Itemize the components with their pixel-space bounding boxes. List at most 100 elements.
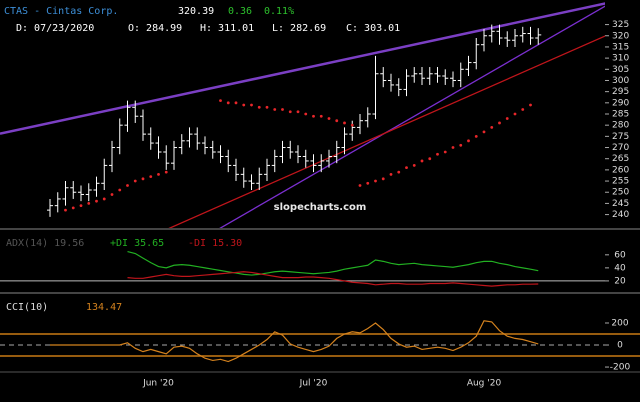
trendline [168,35,605,228]
y-tick-label: 20 [614,276,626,286]
y-tick-label: 280 [612,121,629,131]
sar-dot [234,101,238,105]
x-tick-label: Jul '20 [299,379,328,389]
sar-dot [304,112,308,116]
sar-dot [79,204,83,208]
sar-dot [257,105,261,109]
sar-dot [343,121,346,125]
change: 0.36 [228,6,252,17]
sar-dot [273,108,277,111]
sar-dot [482,130,486,134]
sar-dot [141,177,145,181]
change-percent: 0.11% [264,6,294,17]
y-tick-label: -200 [610,363,631,373]
sar-dot [405,166,408,170]
sar-dot [327,117,331,120]
indicator-panels: 2402452502552602652702752802852902953003… [0,20,640,389]
y-tick-label: 200 [611,318,628,328]
legend-entry: +DI 35.65 [110,238,164,249]
symbol: CTAS - Cintas Corp. [4,6,118,17]
sar-dot [87,202,91,205]
sar-dot [467,139,470,143]
sar-dot [498,121,501,125]
sar-dot [219,99,222,102]
y-tick-label: 290 [612,98,629,108]
sar-dot [474,134,478,138]
sar-dot [505,117,509,120]
bar-open: O: 284.99 [128,23,182,34]
indicator-line [50,320,539,363]
bar-low: L: 282.69 [272,23,326,34]
sar-dot [149,175,153,178]
y-tick-label: 305 [612,65,629,75]
y-tick-label: 295 [612,87,629,97]
y-tick-label: 285 [612,110,629,120]
sar-dot [381,177,385,181]
sar-dot [374,179,377,183]
sar-dot [296,110,300,114]
sar-dot [397,170,401,174]
sar-dot [366,181,370,185]
watermark: slopecharts.com [274,202,367,213]
y-tick-label: 260 [612,165,629,175]
sar-dot [95,199,98,203]
sar-dot [513,112,517,116]
bar-date: D: 07/23/2020 [16,23,94,34]
sar-dot [436,152,439,156]
y-tick-label: 270 [612,143,629,153]
y-tick-label: 250 [612,188,629,198]
sar-dot [389,172,393,176]
bar-close: C: 303.01 [346,23,400,34]
trendline [0,2,605,135]
trendline [219,5,605,228]
sar-dot [358,184,362,187]
sar-dot [459,143,463,147]
sar-dot [412,164,416,167]
sar-dot [350,123,354,127]
sar-dot [319,114,323,118]
sar-dot [110,193,114,196]
sar-dot [164,170,168,174]
sar-dot [133,179,137,183]
sar-dot [71,206,75,210]
sar-dot [312,114,315,118]
sar-dot [226,101,230,105]
y-tick-label: 40 [614,263,626,273]
y-tick-label: 240 [612,210,629,220]
last-price: 320.39 [178,6,214,17]
sar-dot [288,110,292,114]
sar-dot [265,105,269,109]
sar-dot [126,184,129,187]
sar-dot [521,108,525,111]
sar-dot [420,159,424,163]
sar-dot [64,208,67,212]
sar-dot [250,103,253,107]
legend-entry: -DI 15.30 [188,238,242,249]
y-tick-label: 315 [612,42,629,52]
sar-dot [242,103,246,107]
sar-dot [428,157,432,161]
indicator-title: ADX(14) 19.56 [6,238,84,249]
sar-dot [451,146,455,149]
y-tick-label: 60 [614,250,626,260]
y-tick-label: 300 [612,76,629,86]
y-tick-label: 310 [612,54,629,64]
sar-dot [102,197,106,201]
indicator-title: CCI(10) [6,302,48,313]
sar-dot [335,119,339,123]
bar-high: H: 311.01 [200,23,254,34]
sar-dot [443,150,447,154]
sar-dot [529,103,532,107]
y-tick-label: 325 [612,20,629,30]
sar-dot [281,108,284,111]
sar-dot [157,172,160,176]
y-tick-label: 245 [612,199,629,209]
sar-dot [490,126,494,129]
y-tick-label: 265 [612,154,629,164]
sar-dot [118,188,122,192]
indicator-line [127,271,539,287]
x-tick-label: Aug '20 [467,379,502,389]
indicator-line [127,250,539,276]
y-tick-label: 255 [612,177,629,187]
